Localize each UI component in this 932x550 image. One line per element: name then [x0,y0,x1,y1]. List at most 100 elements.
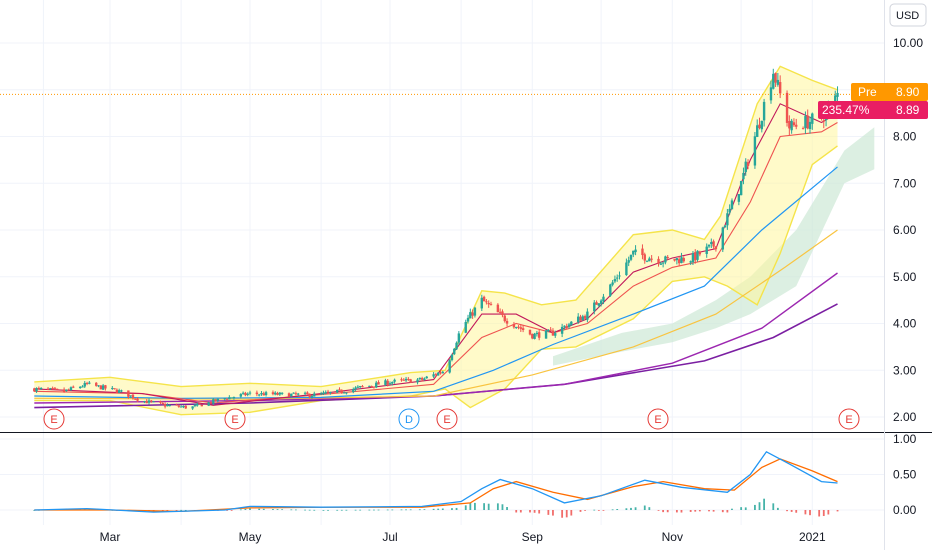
candle-body [326,391,330,393]
macd-histogram-bar [827,510,830,515]
candle-body [714,246,718,250]
candle-body [737,194,741,202]
macd-histogram-bar [451,508,453,510]
time-tick-label: Sep [522,530,544,544]
candle-body [423,378,426,380]
candle-body [147,400,151,403]
macd-histogram-bar [290,509,293,511]
candle-body [418,377,422,380]
candle-body [33,388,36,392]
candle-body [120,390,123,392]
candle-body [168,405,171,407]
candle-body [772,73,775,89]
candle-body [473,307,477,316]
macd-histogram-bar [281,509,284,511]
candle-body [434,374,438,376]
macd-histogram-bar [731,508,733,510]
macd-histogram-bar [322,509,325,511]
candle-body [696,250,699,260]
candle-body [609,284,612,296]
candle-body [675,258,679,261]
candle-body [51,387,54,389]
candle-layer [33,68,839,410]
macd-histogram-bar [721,510,724,513]
grid-layer [0,0,884,525]
candle-body [388,383,392,385]
candle-body [386,380,389,385]
time-tick-label: Jul [382,530,397,544]
candle-body [441,371,444,374]
candle-body [81,386,84,388]
macd-histogram-bar [506,507,508,510]
candle-body [762,101,766,121]
candle-body [776,79,780,85]
candle-body [198,403,201,405]
candle-body [264,392,268,395]
candle-body [618,275,621,277]
macd-histogram-bar [809,510,811,516]
currency-button[interactable]: USD [889,3,927,27]
candle-body [728,208,731,213]
candle-body [161,402,164,404]
candle-body [576,316,580,323]
macd-histogram-bar [308,509,311,511]
candle-body [145,400,148,404]
candle-body [565,326,568,328]
macd-histogram-bar [262,508,265,510]
candle-body [480,297,484,309]
candle-body [742,172,745,180]
candle-body [804,116,807,129]
candle-body [228,397,231,400]
candle-body [37,387,41,389]
candle-body [485,301,488,303]
macd-histogram-bar [345,509,348,511]
bollinger-band-fill [34,66,838,415]
change-percent: 235.47% [822,103,870,117]
candle-body [650,258,653,260]
ma100-line [34,229,838,400]
candle-body [179,406,183,408]
macd-histogram-bar [804,510,807,515]
macd-histogram-bar [786,510,788,512]
candle-body [200,404,204,407]
macd-histogram-bar [501,504,504,510]
candle-body [648,258,651,262]
macd-histogram-bar [675,510,678,513]
currency-button-frame[interactable] [889,3,927,27]
macd-histogram-bar [790,510,793,512]
candle-body [689,261,692,263]
candle-body [707,244,711,247]
macd-histogram-bar [579,510,582,512]
candle-body [255,392,259,395]
candle-body [450,354,454,361]
candle-body [625,262,628,276]
candle-body [505,320,509,324]
macd-histogram-bar [258,508,261,510]
candle-body [129,395,132,397]
candle-body [278,392,282,395]
price-tick-label: 5.00 [893,270,917,284]
candle-body [597,303,601,306]
macd-histogram-bar [726,510,729,513]
candle-body [402,379,405,381]
macd-histogram-bar [616,509,619,510]
macd-histogram-bar [474,502,476,510]
price-tags: Pre 8.90 235.47% 8.89 [818,83,928,119]
macd-histogram-bar [432,508,435,510]
macd-histogram-bar [529,510,531,513]
candle-body [391,381,394,384]
candle-body [448,360,451,373]
macd-histogram-bar [662,510,665,513]
price-tick-label: 2.00 [893,410,917,424]
candle-body [774,73,777,83]
candle-body [528,329,532,335]
candle-body [230,397,233,399]
candle-body [384,380,387,385]
macd-line [34,450,838,513]
candle-body [143,401,146,403]
macd-tick-label: 0.00 [893,503,917,517]
macd-histogram-bar [689,510,692,512]
candle-body [83,382,86,387]
